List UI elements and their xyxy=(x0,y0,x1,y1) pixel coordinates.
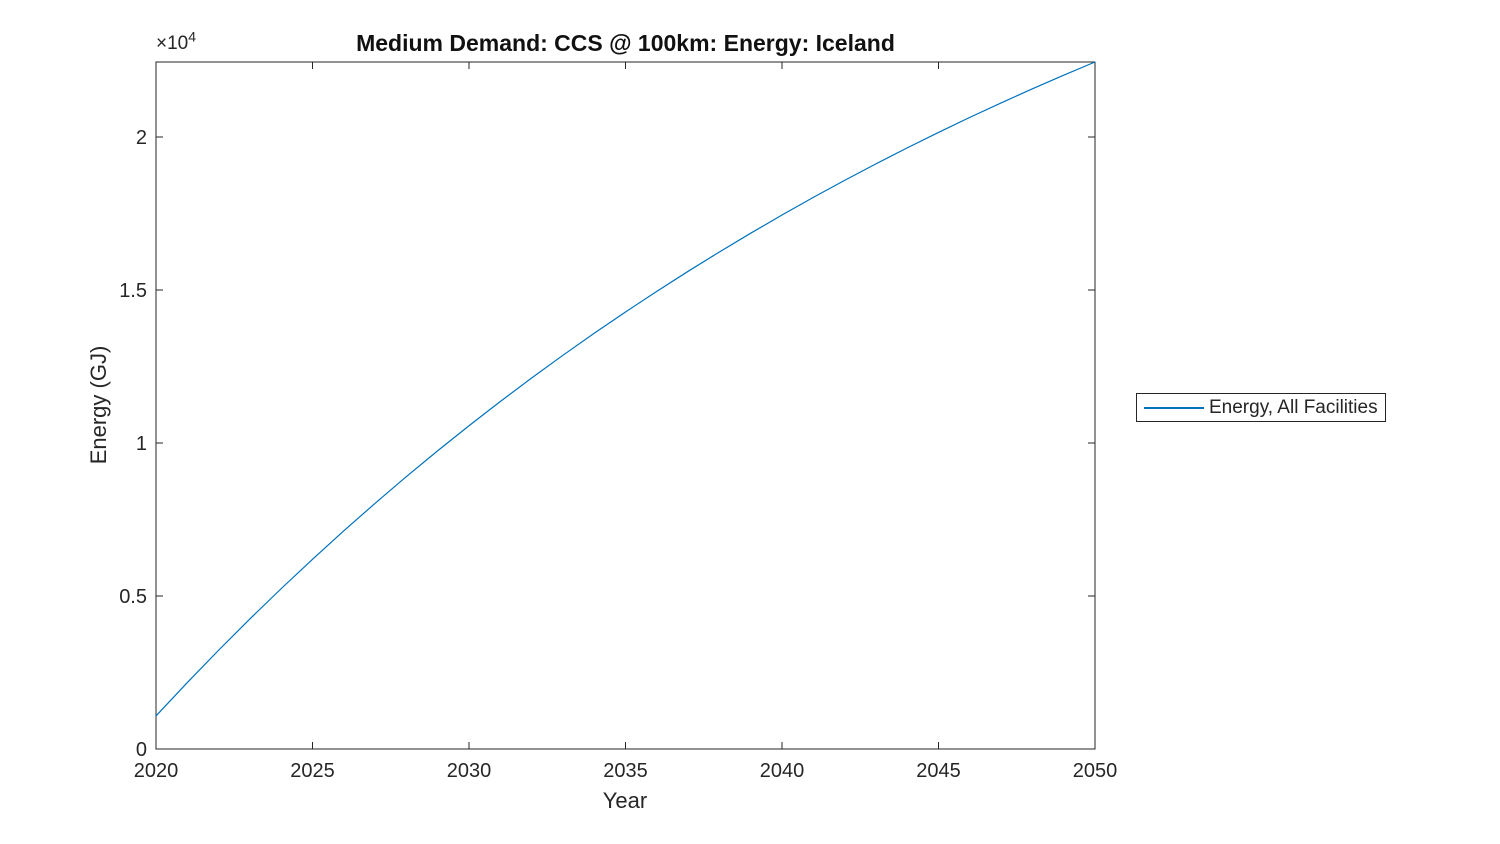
series-line xyxy=(155,61,1096,717)
legend: Energy, All Facilities xyxy=(1136,393,1386,422)
legend-entry-label: Energy, All Facilities xyxy=(1209,396,1378,418)
x-tick-label: 2035 xyxy=(603,760,648,782)
x-tick-label: 2040 xyxy=(760,760,805,782)
axes-box xyxy=(155,61,1096,750)
x-tick-label: 2045 xyxy=(916,760,961,782)
x-tick-label: 2020 xyxy=(134,760,179,782)
y-axis-label: Energy (GJ) xyxy=(86,345,111,465)
chart-title: Medium Demand: CCS @ 100km: Energy: Icel… xyxy=(356,30,895,56)
x-tick-label: 2025 xyxy=(290,760,335,782)
x-tick-label: 2050 xyxy=(1073,760,1118,782)
y-tick-label: 1.5 xyxy=(119,280,147,302)
x-tick-label: 2030 xyxy=(447,760,492,782)
y-tick-label: 0 xyxy=(136,739,147,761)
y-axis-multiplier-exponent: 4 xyxy=(188,28,197,45)
y-tick-label: 2 xyxy=(136,127,147,149)
y-axis-multiplier: ×104 xyxy=(156,30,196,55)
y-tick-label: 1 xyxy=(136,433,147,455)
legend-line-sample xyxy=(1144,406,1204,409)
y-tick-label: 0.5 xyxy=(119,586,147,608)
y-axis-multiplier-base: ×10 xyxy=(156,33,189,54)
x-axis-label: Year xyxy=(602,788,648,813)
